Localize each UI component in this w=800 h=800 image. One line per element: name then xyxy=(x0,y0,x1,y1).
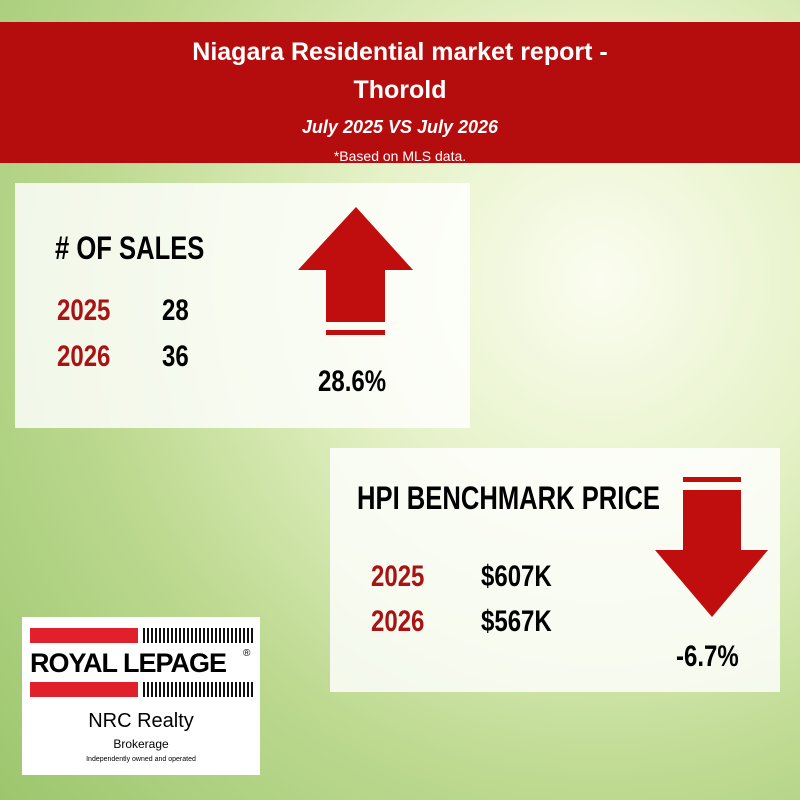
stripe xyxy=(203,628,205,643)
year: 2025 xyxy=(371,560,425,593)
stripe xyxy=(243,628,245,643)
arrow-bar xyxy=(683,477,741,482)
stripe xyxy=(247,682,249,697)
stripe xyxy=(147,628,149,643)
stripe xyxy=(239,628,241,643)
year: 2026 xyxy=(371,605,425,638)
stripe xyxy=(231,628,233,643)
title-line: Niagara Residential market report - xyxy=(192,38,608,66)
stripe xyxy=(199,628,201,643)
change: 28.6% xyxy=(318,365,387,398)
price-heading: HPI BENCHMARK PRICE xyxy=(357,480,660,516)
stripe xyxy=(195,682,197,697)
stripe xyxy=(191,628,193,643)
stripe xyxy=(175,628,177,643)
stripe xyxy=(147,682,149,697)
note: *Based on MLS data. xyxy=(333,148,467,164)
change: -6.7% xyxy=(676,640,739,673)
stripe xyxy=(167,628,169,643)
logo-registered: ® xyxy=(243,648,251,659)
logo-bar xyxy=(30,628,138,643)
stripe xyxy=(223,682,225,697)
stripe xyxy=(219,682,221,697)
value: $607K xyxy=(481,560,552,593)
logo-stripes xyxy=(143,628,253,697)
header-band xyxy=(0,22,800,163)
logo-type: Brokerage xyxy=(113,737,169,751)
stripe xyxy=(243,682,245,697)
stripe xyxy=(251,628,253,643)
stripe xyxy=(215,682,217,697)
stripe xyxy=(207,628,209,643)
stripe xyxy=(247,628,249,643)
up-arrow xyxy=(298,207,413,322)
sales-heading: # OF SALES xyxy=(55,230,205,266)
stripe xyxy=(207,682,209,697)
stripe xyxy=(143,682,145,697)
stripe xyxy=(227,628,229,643)
stripe xyxy=(179,682,181,697)
logo-tagline: Independently owned and operated xyxy=(86,756,196,763)
stripe xyxy=(175,682,177,697)
stripe xyxy=(227,682,229,697)
stripe xyxy=(171,682,173,697)
year: 2026 xyxy=(57,340,111,373)
value: $567K xyxy=(481,605,552,638)
stripe xyxy=(187,682,189,697)
value: 28 xyxy=(162,294,189,327)
value: 36 xyxy=(162,340,189,373)
stripe xyxy=(211,682,213,697)
stripe xyxy=(223,628,225,643)
stripe xyxy=(215,628,217,643)
stripe xyxy=(187,628,189,643)
stripe xyxy=(211,628,213,643)
stripe xyxy=(231,682,233,697)
stripe xyxy=(199,682,201,697)
logo-bar xyxy=(30,682,138,697)
stripe xyxy=(163,682,165,697)
stripe xyxy=(159,628,161,643)
stripe xyxy=(195,628,197,643)
stripe xyxy=(151,628,153,643)
arrow-bar xyxy=(326,330,385,335)
stripe xyxy=(183,682,185,697)
stripe xyxy=(235,682,237,697)
stripe xyxy=(239,682,241,697)
stripe xyxy=(183,628,185,643)
stripe xyxy=(143,628,145,643)
stripe xyxy=(155,682,157,697)
stripe xyxy=(163,628,165,643)
down-arrow xyxy=(655,490,768,617)
logo-office: NRC Realty xyxy=(88,710,194,732)
year: 2025 xyxy=(57,294,111,327)
stripe xyxy=(159,682,161,697)
stripe xyxy=(151,682,153,697)
subtitle: July 2025 VS July 2026 xyxy=(301,117,499,137)
stripe xyxy=(203,682,205,697)
stripe xyxy=(155,628,157,643)
stripe xyxy=(191,682,193,697)
sales-panel xyxy=(15,183,470,428)
stripe xyxy=(179,628,181,643)
stripe xyxy=(171,628,173,643)
title-line: Thorold xyxy=(353,76,447,104)
stripe xyxy=(167,682,169,697)
stripe xyxy=(235,628,237,643)
stripe xyxy=(251,682,253,697)
stripe xyxy=(219,628,221,643)
logo-brand: ROYAL LEPAGE xyxy=(30,648,227,678)
